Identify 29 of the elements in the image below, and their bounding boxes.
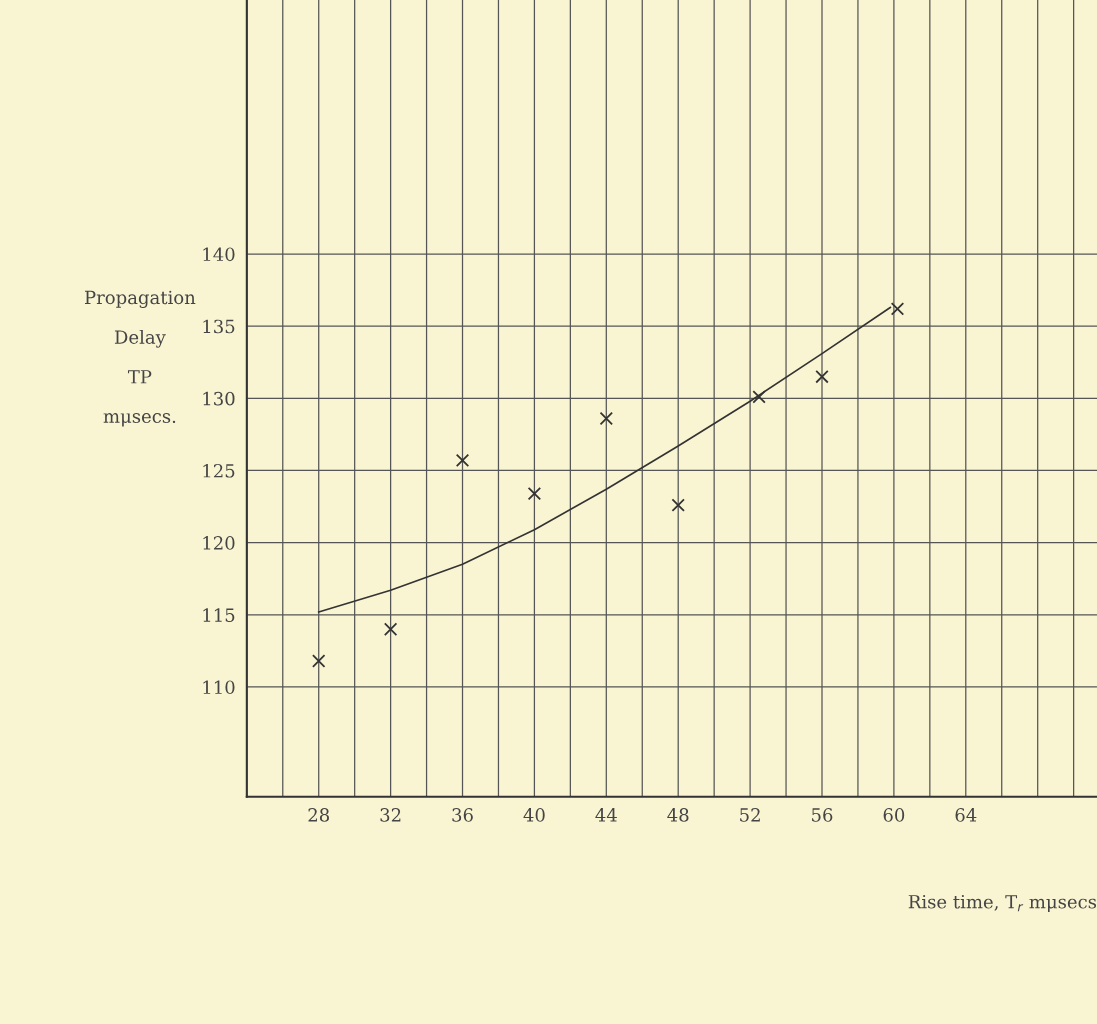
point [599, 411, 614, 426]
point [312, 654, 326, 668]
point [455, 453, 470, 468]
text: Propagation Delay TP mμsecs. [84, 290, 196, 427]
point [890, 302, 905, 316]
x-tick-label: 48 [667, 808, 689, 822]
y-tick-label: 135 [203, 319, 235, 334]
point [815, 369, 829, 384]
point [671, 498, 685, 512]
x-axis-title: Rise time, T$_{r}$ mμsecs [908, 895, 1097, 913]
x-tick-label: 64 [955, 808, 977, 822]
y-tick-label: 140 [203, 247, 235, 262]
x-tick-label: 56 [812, 808, 833, 822]
y-tick-label: 130 [203, 391, 235, 406]
x-tick-label: 40 [523, 808, 545, 822]
point [383, 622, 398, 636]
y-tick-label: 120 [203, 536, 235, 550]
x-tick-label: 44 [595, 808, 617, 822]
point [752, 390, 766, 404]
x-tick-label: 60 [883, 808, 905, 822]
x-tick-label: 52 [740, 808, 760, 822]
x-tick-label: 28 [308, 808, 329, 822]
x-tick-label: 36 [452, 808, 473, 822]
line-series [317, 306, 892, 613]
point [527, 486, 542, 501]
y-tick-label: 115 [203, 608, 235, 622]
y-tick-label: 110 [203, 680, 235, 695]
y-tick-label: 125 [203, 463, 235, 478]
x-tick-label: 32 [380, 808, 401, 822]
